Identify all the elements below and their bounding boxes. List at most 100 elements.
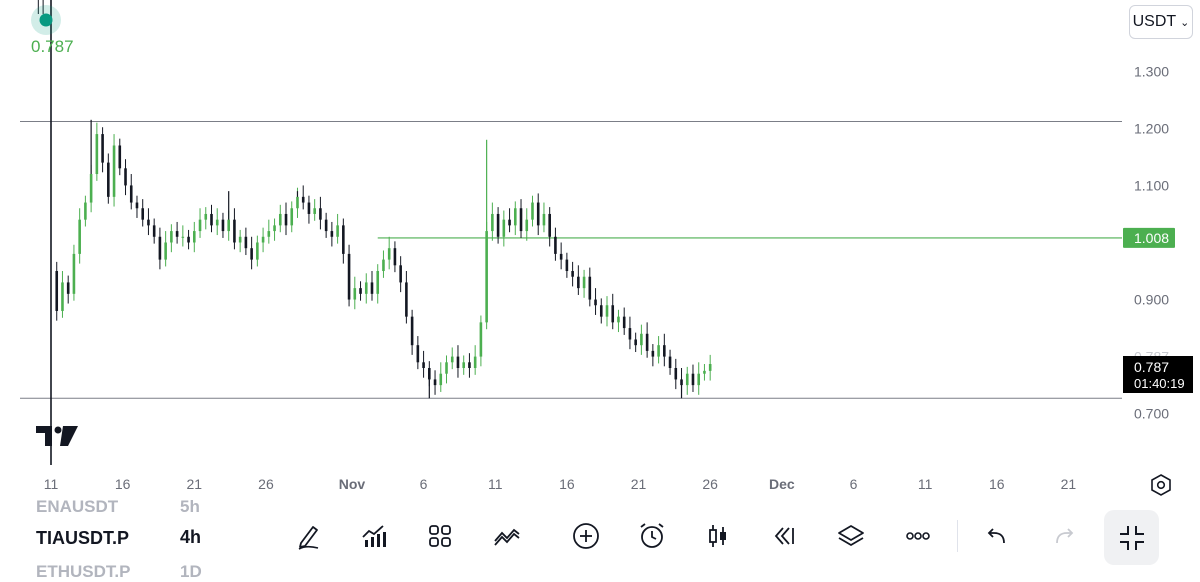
candle-body xyxy=(158,236,162,260)
candle-body xyxy=(124,168,127,186)
timeframe-current[interactable]: 4h xyxy=(180,527,202,547)
candle-body xyxy=(519,208,523,232)
candle-body xyxy=(101,134,104,163)
logo-part xyxy=(60,426,78,446)
candle-body xyxy=(215,219,219,226)
candle-body xyxy=(347,253,351,300)
candle-body xyxy=(301,196,305,203)
candle-body xyxy=(175,231,179,237)
candle-body xyxy=(193,231,196,243)
candle-body xyxy=(473,356,477,369)
candle-body xyxy=(479,322,483,357)
candle-body xyxy=(685,373,689,386)
candle-body xyxy=(78,219,81,254)
candle-body xyxy=(278,213,282,226)
candle-body xyxy=(112,145,116,197)
candle-body xyxy=(605,305,609,317)
candle-body xyxy=(147,219,150,226)
date-tick-label: Dec xyxy=(769,476,795,492)
date-tick-label: 6 xyxy=(420,476,428,492)
candle-body xyxy=(187,236,190,243)
undo-icon[interactable] xyxy=(977,516,1017,556)
plus-circle-icon[interactable] xyxy=(566,516,606,556)
more-icon[interactable] xyxy=(898,516,938,556)
redo-icon[interactable] xyxy=(1044,516,1084,556)
candle-body xyxy=(66,282,70,294)
candle-body xyxy=(296,196,299,209)
candle-body xyxy=(416,345,420,363)
date-tick-label: 6 xyxy=(850,476,858,492)
candle-body xyxy=(342,225,345,254)
candle-body xyxy=(376,271,380,294)
countdown-timer: 01:40:19 xyxy=(1134,376,1185,391)
candle-body xyxy=(170,231,173,243)
level-tag-label: 1.008 xyxy=(1134,230,1169,246)
candle-body xyxy=(594,299,597,306)
symbol-current[interactable]: TIAUSDT.P xyxy=(36,528,130,548)
logo-part xyxy=(54,426,62,434)
date-tick-label: 11 xyxy=(918,476,933,492)
candle-body xyxy=(691,373,695,386)
candle-body xyxy=(210,213,213,226)
marker-label: 0.787 xyxy=(31,37,74,56)
candle-body xyxy=(313,208,316,214)
candle-body xyxy=(273,225,276,232)
candle-body xyxy=(599,305,603,317)
symbol-prev[interactable]: ENAUSDT xyxy=(36,497,119,516)
candle-icon[interactable] xyxy=(698,516,738,556)
currency-selector[interactable]: USDT ⌄ xyxy=(1129,5,1193,39)
compare-icon[interactable] xyxy=(487,516,527,556)
candle-body xyxy=(611,305,615,323)
pencil-icon[interactable] xyxy=(289,516,329,556)
candle-body xyxy=(536,202,540,226)
candle-body xyxy=(663,345,666,357)
candle-body xyxy=(634,339,637,346)
currency-label: USDT xyxy=(1132,13,1177,30)
candle-body xyxy=(290,208,294,226)
fullscreen-exit-icon[interactable] xyxy=(1104,510,1159,565)
candle-body xyxy=(640,333,643,346)
price-tick-label: 0.900 xyxy=(1134,292,1169,308)
candle-body xyxy=(261,236,265,243)
candle-body xyxy=(204,213,208,220)
tradingview-logo xyxy=(36,426,78,446)
candle-body xyxy=(565,259,569,272)
price-marker: 0.787 xyxy=(31,5,78,446)
candle-body xyxy=(491,213,494,232)
alarm-icon[interactable] xyxy=(632,516,672,556)
price-chart[interactable]: 1.300 1.200 1.100 0.900 0.700 11 16 21 26 Nov 6 11 1… xyxy=(0,0,1200,503)
candle-body xyxy=(405,282,408,317)
layers-icon[interactable] xyxy=(831,516,871,556)
candle-body xyxy=(703,370,706,374)
candle-body xyxy=(450,356,454,363)
date-tick-label: 26 xyxy=(258,476,274,492)
replay-icon[interactable] xyxy=(764,516,804,556)
marker-dot xyxy=(39,13,53,27)
candle-body xyxy=(582,276,586,289)
candle-body xyxy=(152,225,156,237)
date-tick-label: 21 xyxy=(1061,476,1077,492)
symbol-next[interactable]: ETHUSDT.P xyxy=(36,562,131,581)
timeframe-prev[interactable]: 5h xyxy=(180,497,200,516)
toolbar-divider xyxy=(957,520,958,552)
candle-body xyxy=(508,219,511,226)
logo-part xyxy=(36,426,52,446)
candle-body xyxy=(129,185,133,203)
candle-body xyxy=(410,316,414,346)
candle-body xyxy=(496,213,500,237)
candle-body xyxy=(708,364,712,371)
layout-grid-icon[interactable] xyxy=(420,516,460,556)
chart-lines xyxy=(20,121,1122,399)
candle-body xyxy=(55,271,59,311)
candle-body xyxy=(84,202,87,220)
candle-body xyxy=(588,276,592,300)
chevron-down-icon: ⌄ xyxy=(1180,16,1190,29)
candle-body xyxy=(645,333,649,351)
timeframe-next[interactable]: 1D xyxy=(180,562,202,581)
indicators-icon[interactable] xyxy=(354,516,394,556)
candle-body xyxy=(250,248,253,260)
candle-body xyxy=(657,345,660,357)
axis-labels: 1.300 1.200 1.100 0.900 0.700 11 16 21 26 Nov 6 11 1… xyxy=(44,63,1193,492)
settings-icon[interactable] xyxy=(1148,472,1174,498)
date-tick-label: 16 xyxy=(115,476,131,492)
